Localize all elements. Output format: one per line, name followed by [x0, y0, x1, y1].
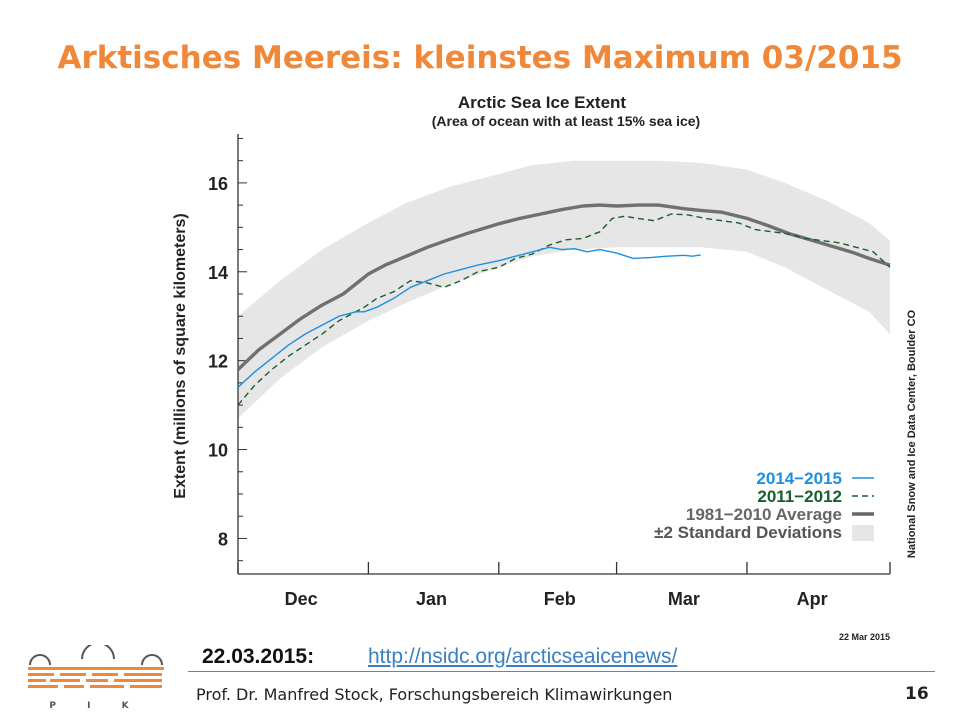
y-tick-label: 10: [208, 441, 228, 461]
y-axis-label: Extent (millions of square kilometers): [172, 213, 189, 498]
page-number: 16: [905, 684, 929, 704]
series-2011-2012-line: [237, 213, 891, 406]
nsidc-link[interactable]: http://nsidc.org/arcticseaicenews/: [368, 645, 678, 668]
sea-ice-chart: Arctic Sea Ice Extent (Area of ocean with…: [158, 86, 926, 644]
footer-divider: [188, 671, 935, 672]
y-tick-label: 12: [208, 352, 228, 372]
logo-arch-right: [141, 654, 163, 666]
date-stamp: 22 Mar 2015: [839, 632, 890, 642]
logo-bars: [28, 667, 164, 688]
legend-label: 2011−2012: [757, 487, 842, 506]
chart-subtitle: (Area of ocean with at least 15% sea ice…: [432, 113, 700, 129]
pik-logo: P I K: [28, 645, 164, 711]
y-tick-label: 16: [208, 174, 228, 194]
data-credit: National Snow and Ice Data Center, Bould…: [906, 309, 918, 558]
x-month-label: Apr: [797, 589, 828, 609]
legend-label: ±2 Standard Deviations: [654, 523, 842, 542]
average-line: [236, 203, 891, 371]
logo-arch-left: [29, 654, 51, 666]
chart-svg: Arctic Sea Ice Extent(Area of ocean with…: [172, 93, 918, 642]
y-tick-label: 8: [218, 529, 228, 549]
std-deviation-band: [238, 160, 890, 419]
x-month-label: Dec: [285, 589, 318, 609]
slide-title: Arktisches Meereis: kleinstes Maximum 03…: [57, 40, 903, 76]
x-month-label: Feb: [544, 589, 576, 609]
y-tick-label: 14: [208, 263, 228, 283]
logo-arch-center: [81, 645, 115, 660]
x-month-label: Jan: [416, 589, 447, 609]
series-2014-2015-line: [237, 246, 701, 388]
legend-label: 2014−2015: [756, 469, 842, 488]
chart-title: Arctic Sea Ice Extent: [458, 93, 627, 112]
date-label: 22.03.2015:: [202, 645, 315, 668]
logo-text: P I K: [49, 701, 142, 711]
legend-swatch-std: [852, 525, 874, 541]
footer-author: Prof. Dr. Manfred Stock, Forschungsberei…: [196, 685, 673, 704]
x-month-label: Mar: [668, 589, 700, 609]
legend-label: 1981−2010 Average: [686, 505, 842, 524]
